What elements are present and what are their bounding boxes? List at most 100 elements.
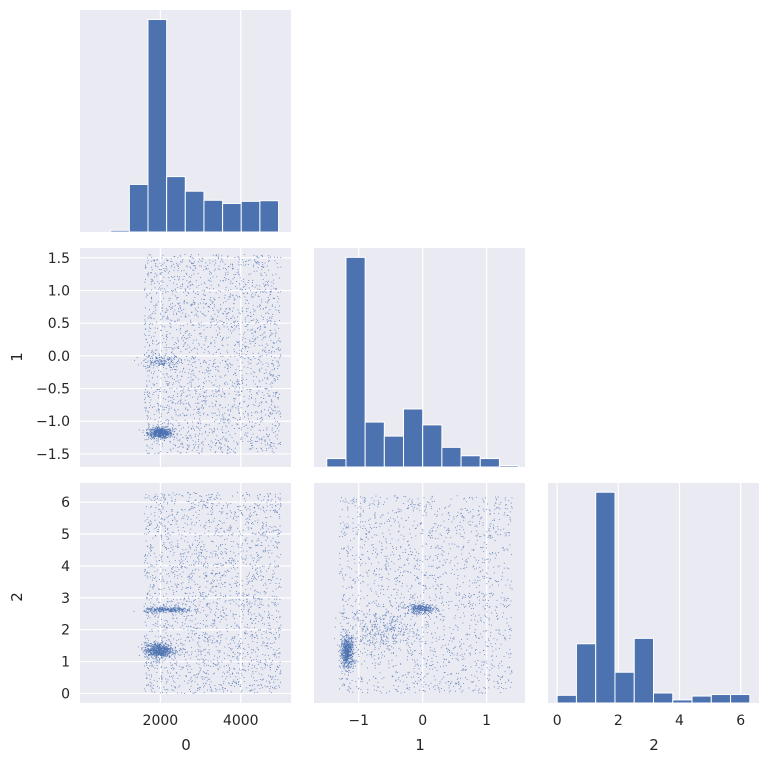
scatter-point xyxy=(218,440,220,442)
scatter-point xyxy=(167,646,169,647)
scatter-point xyxy=(159,642,161,644)
scatter-point xyxy=(175,365,177,367)
scatter-point xyxy=(269,564,271,566)
scatter-point xyxy=(155,556,157,558)
scatter-point xyxy=(150,260,152,262)
scatter-point xyxy=(197,421,199,423)
scatter-point xyxy=(170,422,172,424)
scatter-point xyxy=(272,279,274,281)
scatter-point xyxy=(205,614,207,616)
scatter-point xyxy=(274,306,276,308)
scatter-point xyxy=(154,654,156,656)
scatter-point xyxy=(159,362,161,364)
scatter-point xyxy=(178,359,179,361)
scatter-point xyxy=(192,362,194,364)
scatter-point xyxy=(154,650,156,652)
scatter-point xyxy=(160,360,162,362)
scatter-point xyxy=(231,682,233,684)
scatter-point xyxy=(201,347,203,349)
scatter-point xyxy=(193,581,195,583)
scatter-point xyxy=(143,610,145,612)
scatter-point xyxy=(158,593,160,595)
scatter-point xyxy=(146,370,148,372)
scatter-point xyxy=(156,389,158,390)
scatter-point xyxy=(153,610,155,612)
scatter-point xyxy=(180,561,182,563)
scatter-point xyxy=(279,615,281,617)
scatter-point xyxy=(165,258,167,260)
scatter-point xyxy=(148,330,150,332)
scatter-point xyxy=(268,495,270,497)
scatter-point xyxy=(170,319,172,321)
scatter-point xyxy=(162,653,164,655)
scatter-point xyxy=(176,347,178,349)
scatter-point xyxy=(149,402,151,404)
scatter-point xyxy=(271,442,273,444)
scatter-point xyxy=(237,382,239,384)
scatter-point xyxy=(265,351,267,353)
scatter-point xyxy=(238,261,240,263)
scatter-point xyxy=(183,666,184,668)
scatter-point xyxy=(223,612,225,614)
scatter-point xyxy=(151,434,153,436)
scatter-point xyxy=(204,299,206,300)
scatter-point xyxy=(157,430,159,432)
scatter-point xyxy=(164,655,165,657)
scatter-point xyxy=(276,565,278,567)
scatter-point xyxy=(164,652,166,654)
scatter-point xyxy=(166,649,168,651)
scatter-point xyxy=(233,628,235,630)
scatter-point xyxy=(156,651,158,653)
scatter-point xyxy=(147,438,149,440)
scatter-point xyxy=(235,369,237,371)
scatter-point xyxy=(222,324,224,326)
scatter-point xyxy=(210,583,212,585)
scatter-point xyxy=(234,452,236,453)
scatter-point xyxy=(210,272,212,274)
scatter-point xyxy=(202,596,204,598)
scatter-point xyxy=(212,442,214,444)
scatter-point xyxy=(224,294,226,296)
scatter-point xyxy=(239,289,241,291)
scatter-point xyxy=(212,254,214,256)
scatter-point xyxy=(209,288,211,290)
scatter-point xyxy=(229,673,231,675)
scatter-point xyxy=(260,666,262,668)
scatter-point xyxy=(194,536,196,538)
scatter-point xyxy=(237,322,239,324)
scatter-point xyxy=(179,609,181,611)
scatter-point xyxy=(147,648,149,650)
scatter-point xyxy=(261,355,263,357)
scatter-point xyxy=(146,352,148,354)
scatter-point xyxy=(156,610,158,612)
scatter-point xyxy=(175,672,177,673)
scatter-point xyxy=(193,339,195,341)
scatter-point xyxy=(202,372,203,374)
scatter-point xyxy=(198,344,200,346)
scatter-point xyxy=(220,291,221,293)
scatter-point xyxy=(170,430,172,432)
scatter-point xyxy=(188,402,189,404)
scatter-point xyxy=(230,282,232,284)
scatter-point xyxy=(170,571,172,572)
scatter-point xyxy=(177,360,179,362)
scatter-point xyxy=(174,428,176,430)
scatter-point xyxy=(167,647,169,649)
scatter-point xyxy=(267,284,269,286)
scatter-point xyxy=(154,660,156,662)
scatter-point xyxy=(148,272,149,274)
scatter-point xyxy=(217,311,219,313)
scatter-point xyxy=(266,284,268,286)
scatter-point xyxy=(146,684,148,686)
scatter-point xyxy=(263,266,265,268)
scatter-point xyxy=(173,609,175,611)
scatter-point xyxy=(143,434,145,436)
scatter-point xyxy=(176,437,178,439)
scatter-point xyxy=(253,677,255,679)
scatter-point xyxy=(265,521,267,523)
scatter-point xyxy=(164,436,166,438)
scatter-point xyxy=(210,341,212,343)
scatter-point xyxy=(172,290,174,292)
scatter-point xyxy=(221,437,223,439)
scatter-point xyxy=(265,444,266,446)
